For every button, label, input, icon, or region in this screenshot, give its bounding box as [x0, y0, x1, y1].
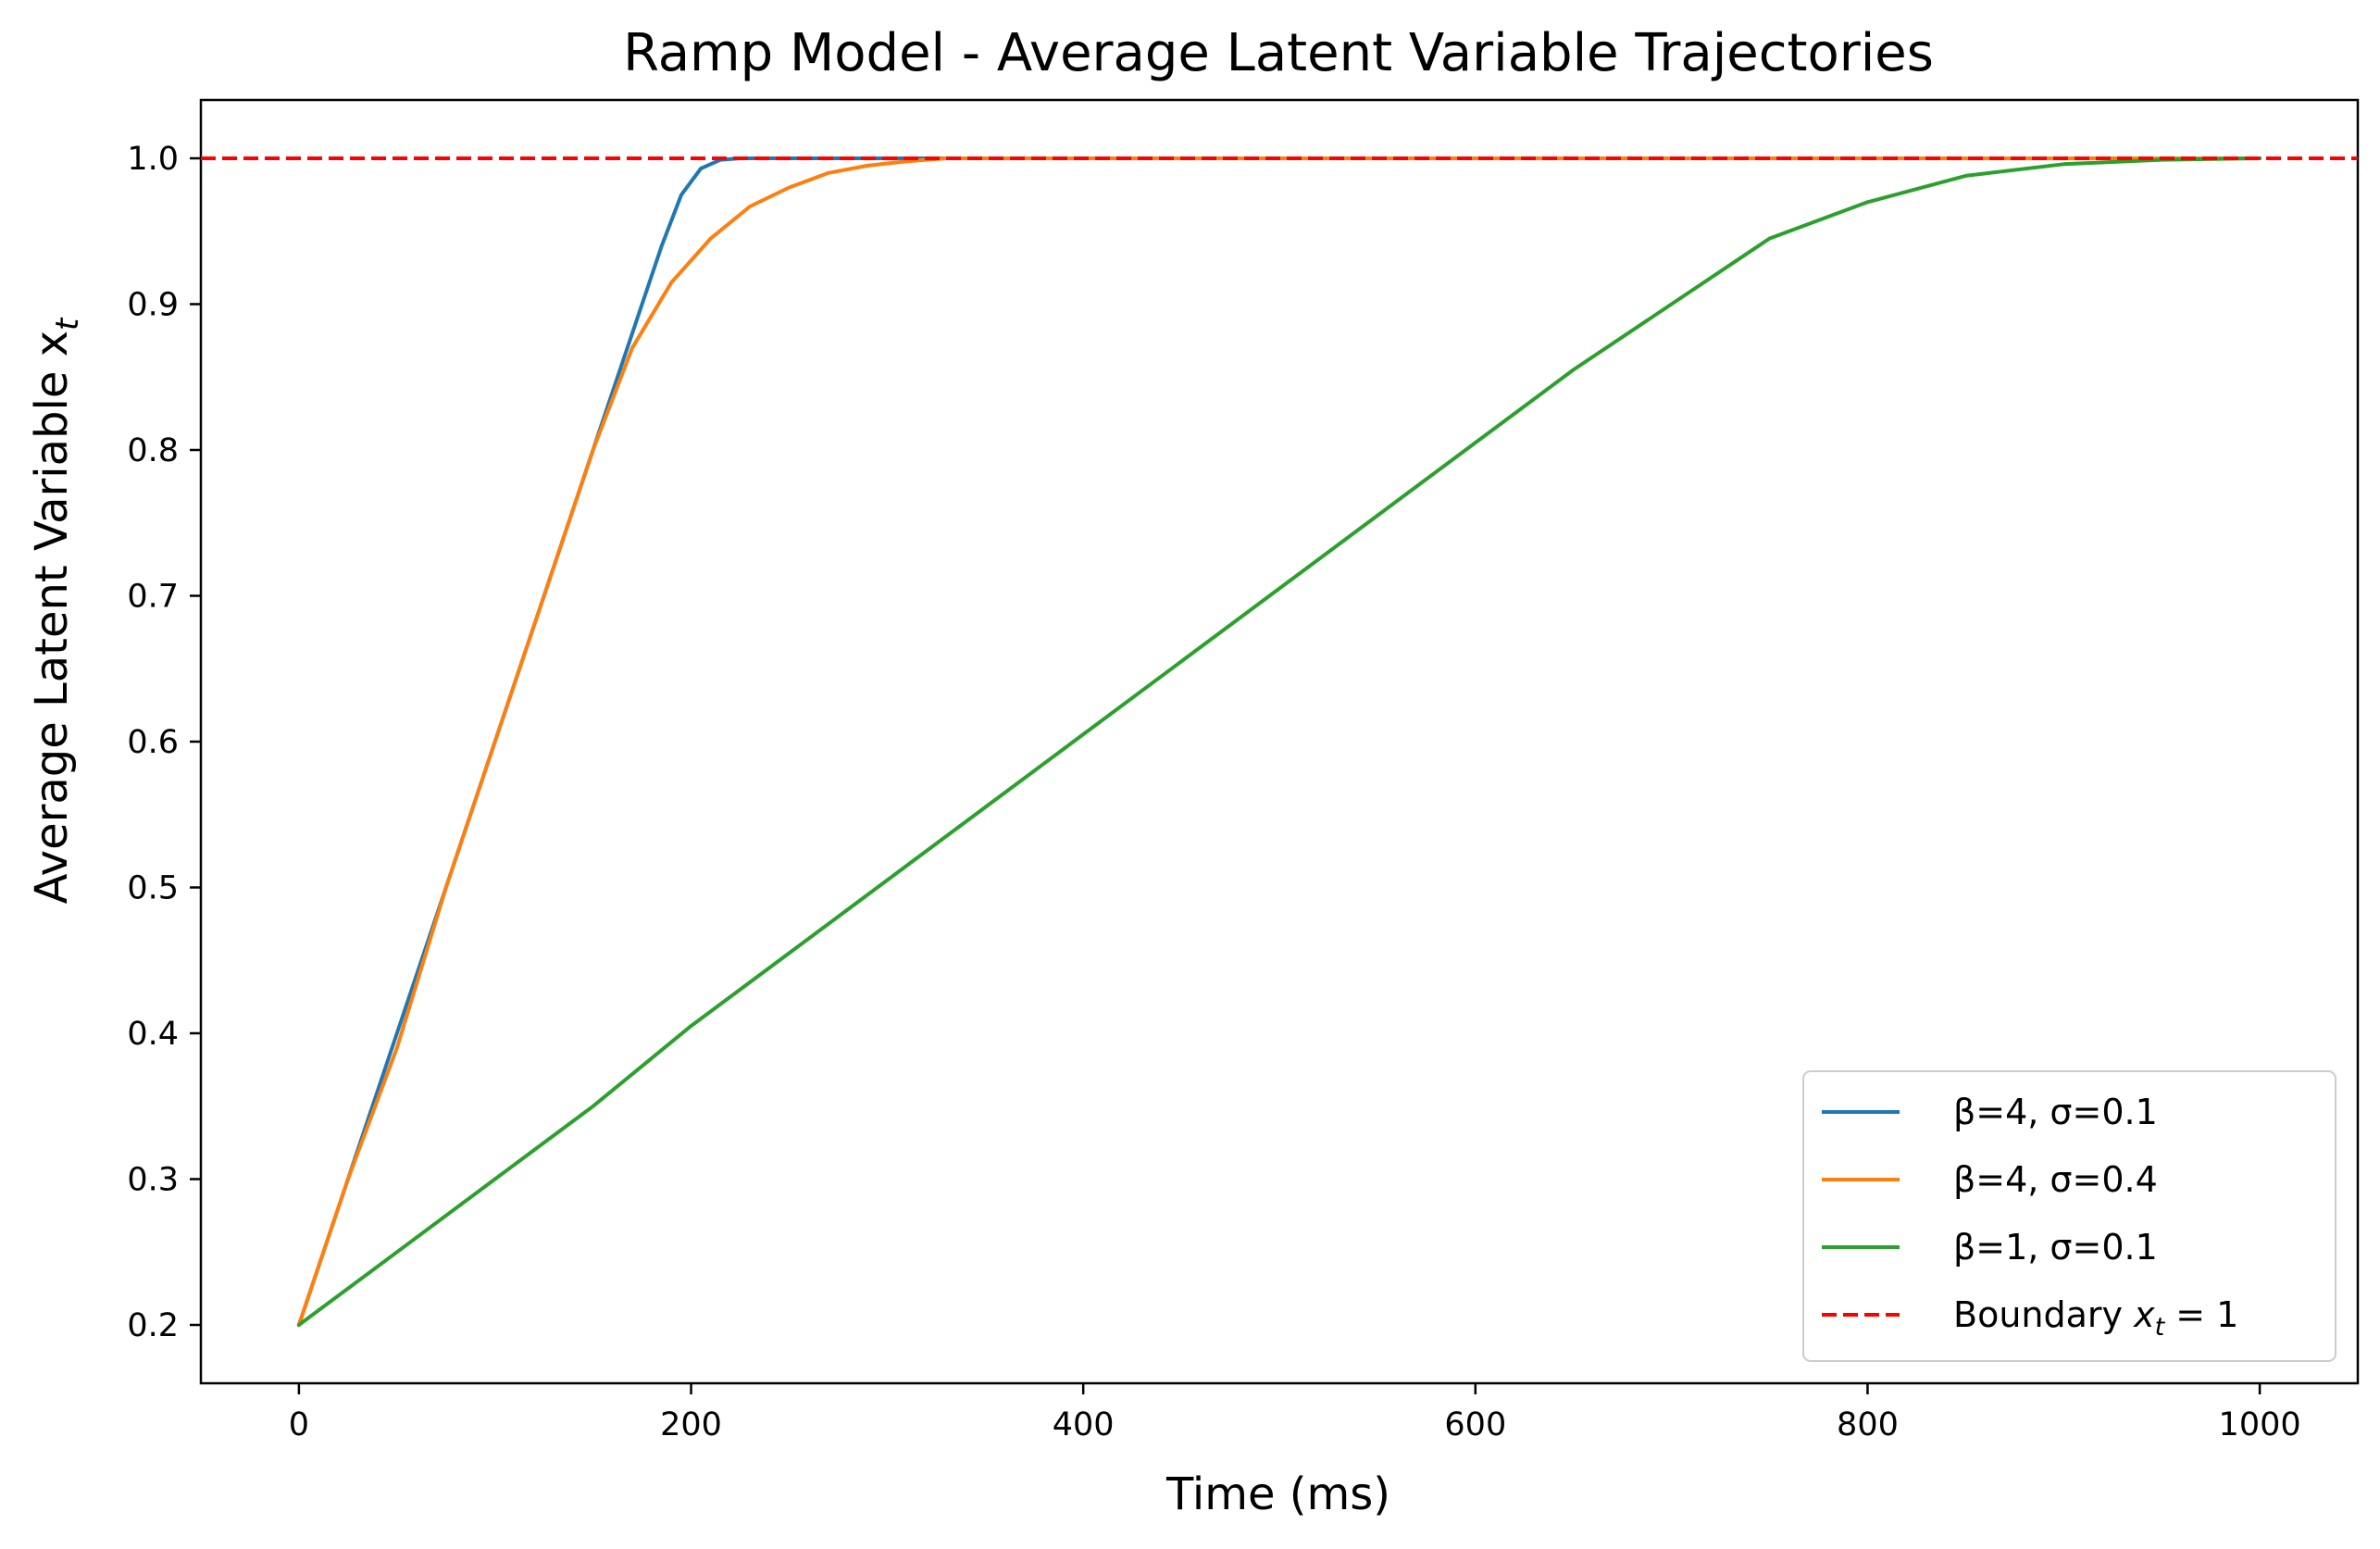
legend-boundary-prefix: Boundary: [1953, 1294, 2134, 1335]
series-line-2: [296, 156, 2262, 1327]
legend-label-2: β=4, σ=0.4: [1953, 1159, 2158, 1200]
chart-title: Ramp Model - Average Latent Variable Tra…: [623, 23, 1934, 83]
x-tick-label: 0: [289, 1406, 309, 1443]
legend-label-3: β=1, σ=0.1: [1953, 1227, 2158, 1268]
legend-boundary-math: x: [2133, 1294, 2155, 1335]
y-tick-label: 0.8: [127, 432, 179, 469]
legend-label-1: β=4, σ=0.1: [1953, 1092, 2158, 1132]
y-axis-title: Average Latent Variable xt: [26, 317, 86, 904]
y-tick-label: 0.2: [127, 1307, 179, 1344]
legend: β=4, σ=0.1 β=4, σ=0.4 β=1, σ=0.1 Boundary x…: [1802, 1070, 2336, 1362]
y-tick-label: 0.5: [127, 870, 179, 907]
series-line-3: [296, 156, 2262, 1327]
x-tick-label: 800: [1837, 1406, 1899, 1443]
y-tick-label: 0.9: [127, 287, 179, 324]
legend-boundary-suffix: = 1: [2164, 1294, 2238, 1335]
legend-boundary-subscript: t: [2155, 1313, 2166, 1342]
x-tick-label: 200: [660, 1406, 722, 1443]
y-axis-title-main: Average Latent Variable x: [26, 331, 78, 904]
y-axis-title-subscript: t: [49, 317, 86, 331]
y-tick-label: 0.4: [127, 1016, 179, 1053]
series-line-1: [296, 156, 2262, 1327]
x-axis-title: Time (ms): [1165, 1468, 1390, 1520]
x-tick-label: 1000: [2219, 1406, 2301, 1443]
y-tick-label: 1.0: [127, 141, 179, 178]
series-layer: [296, 156, 2262, 1327]
plot-area: [199, 98, 2360, 1385]
y-tick-label: 0.7: [127, 579, 179, 616]
x-tick-label: 600: [1444, 1406, 1506, 1443]
y-tick-label: 0.3: [127, 1162, 179, 1199]
x-axis: 0 200 400 600 800 1000: [289, 1383, 2301, 1443]
x-tick-label: 400: [1053, 1406, 1115, 1443]
y-axis: 0.2 0.3 0.4 0.5 0.6 0.7 0.8 0.9 1.0: [127, 141, 201, 1344]
y-tick-label: 0.6: [127, 724, 179, 761]
legend-label-boundary: Boundary xt = 1: [1953, 1294, 2238, 1342]
legend-box: [1802, 1070, 2336, 1362]
